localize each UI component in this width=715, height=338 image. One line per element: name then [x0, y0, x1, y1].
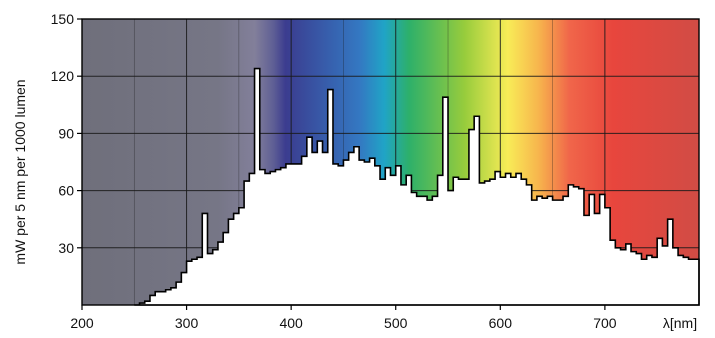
- y-tick-label: 90: [58, 125, 74, 141]
- x-tick-label: 400: [279, 315, 303, 331]
- spectrum-curve: [134, 67, 700, 306]
- plot-frame: [81, 18, 700, 306]
- y-tick-label: 30: [58, 240, 74, 256]
- x-tick-label: 600: [489, 315, 513, 331]
- x-tick-label: 200: [70, 315, 94, 331]
- y-tick-label: 120: [51, 68, 75, 84]
- x-tick-label: 700: [593, 315, 617, 331]
- y-tick-label: 150: [51, 11, 75, 27]
- y-axis-label: mW per 5 nm per 1000 lumen: [12, 79, 28, 264]
- x-tick-label: 500: [384, 315, 408, 331]
- y-tick-label: 60: [58, 183, 74, 199]
- x-axis-label: λ[nm]: [663, 315, 697, 331]
- x-tick-label: 300: [175, 315, 199, 331]
